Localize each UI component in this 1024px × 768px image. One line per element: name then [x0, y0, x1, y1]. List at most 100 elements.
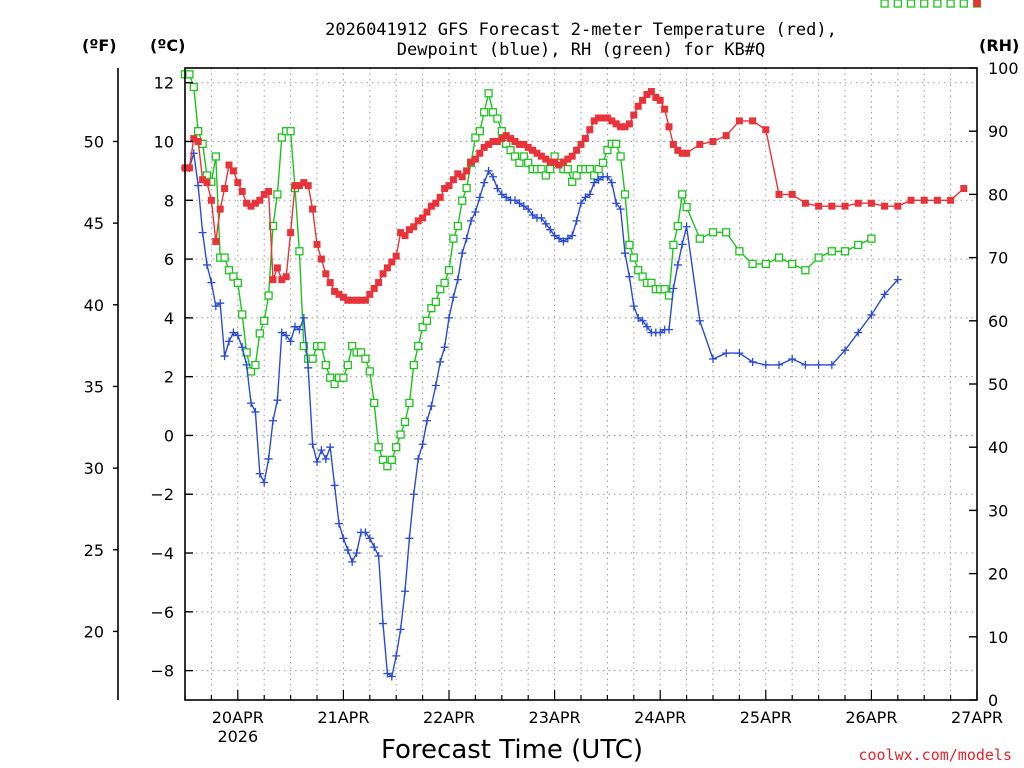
rh-point — [356, 348, 366, 357]
temperature-point — [801, 199, 809, 207]
dewpoint-point — [475, 193, 484, 202]
temperature-point — [291, 182, 299, 190]
temperature-point — [586, 126, 594, 134]
dewpoint-point — [801, 360, 810, 369]
dewpoint-point — [427, 402, 436, 411]
rh-point — [444, 266, 454, 275]
dewpoint-point — [255, 469, 264, 478]
rh-point — [462, 183, 471, 193]
temperature-point — [643, 90, 651, 98]
temperature-point — [555, 161, 563, 169]
series-line — [185, 90, 965, 301]
dewpoint-point — [295, 325, 304, 334]
rh-point — [471, 133, 480, 142]
rh-point — [880, 0, 889, 8]
temperature-point — [537, 152, 545, 160]
rh-point — [774, 253, 784, 262]
dewpoint-point — [317, 446, 326, 455]
c-tick-label: 0 — [164, 426, 174, 445]
rh-point — [414, 341, 423, 351]
dewpoint-point — [537, 213, 546, 222]
rh-point — [273, 190, 282, 199]
rh-point — [572, 171, 581, 180]
dewpoint-point — [462, 234, 471, 243]
c-tick-label: −8 — [150, 662, 174, 681]
rh-point — [321, 360, 330, 370]
rh-point — [365, 367, 374, 376]
temperature-point — [216, 205, 224, 213]
dewpoint-point — [392, 651, 401, 660]
x-axis-title: Forecast Time (UTC) — [381, 735, 643, 765]
temperature-point — [647, 88, 655, 96]
temperature-point — [749, 117, 757, 125]
temperature-point — [533, 149, 541, 157]
rh-tick-label: 20 — [988, 565, 1008, 584]
temperature-point — [639, 96, 647, 104]
dewpoint-point — [625, 272, 634, 281]
temperature-point — [199, 176, 207, 184]
dewpoint-point — [277, 328, 286, 337]
dewpoint-point — [673, 260, 682, 269]
rh-tick-label: 90 — [988, 122, 1008, 141]
rh-point — [233, 278, 242, 288]
dewpoint-point — [621, 249, 629, 258]
dewpoint-point — [643, 322, 651, 331]
temperature-point — [463, 167, 471, 175]
rh-tick-label: 0 — [988, 691, 998, 710]
c-tick-label: 12 — [154, 74, 174, 93]
series-layer — [181, 0, 982, 681]
rh-point — [484, 89, 493, 98]
dewpoint-point — [269, 416, 277, 425]
dewpoint-point — [194, 181, 203, 190]
x-tick-label: 27APR — [951, 708, 1003, 727]
dewpoint-point — [788, 355, 797, 364]
temperature-point — [203, 179, 211, 187]
c-tick-label: 10 — [154, 132, 174, 151]
rh-point — [568, 177, 577, 186]
temperature-point — [498, 135, 506, 143]
c-tick-label: −6 — [150, 603, 174, 622]
temperature-point — [529, 146, 537, 154]
dewpoint-point — [440, 343, 449, 352]
rh-point — [488, 108, 498, 117]
temperature-point — [735, 117, 743, 125]
temperature-point — [212, 237, 220, 245]
dewpoint-point — [449, 293, 458, 302]
temperature-point — [339, 293, 347, 301]
temperature-point — [454, 170, 462, 178]
temperature-point — [331, 287, 339, 295]
temperature-point — [265, 187, 273, 195]
dewpoint-point — [348, 557, 357, 566]
temperature-point — [608, 117, 616, 125]
temperature-point — [507, 135, 515, 143]
temperature-point — [524, 143, 532, 151]
c-tick-label: 6 — [164, 250, 174, 269]
temperature-point — [617, 123, 625, 131]
temperature-point — [273, 264, 281, 272]
dewpoint-point — [299, 313, 308, 322]
temperature-point — [599, 114, 607, 122]
temperature-point — [269, 276, 277, 284]
c-tick-label: 4 — [164, 309, 174, 328]
rh-point — [735, 247, 744, 256]
temperature-point — [476, 149, 484, 157]
temperature-point — [251, 199, 259, 207]
temperature-point — [247, 202, 255, 210]
rh-point — [678, 190, 687, 199]
dewpoint-point — [550, 231, 559, 240]
temperature-point — [471, 155, 479, 163]
temperature-point — [194, 137, 202, 145]
temperature-point — [410, 223, 418, 231]
dewpoint-point — [563, 234, 572, 243]
temperature-point — [661, 105, 669, 113]
x-tick-label: 23APR — [529, 708, 581, 727]
temperature-point — [603, 114, 611, 122]
rh-tick-label: 50 — [988, 375, 1008, 394]
dewpoint-point — [634, 313, 643, 322]
rh-point — [519, 152, 528, 161]
dewpoint-point — [612, 199, 621, 208]
dewpoint-point — [225, 337, 233, 346]
temperature-point — [867, 199, 875, 207]
dewpoint-point — [330, 481, 339, 490]
temperature-point — [304, 182, 312, 190]
